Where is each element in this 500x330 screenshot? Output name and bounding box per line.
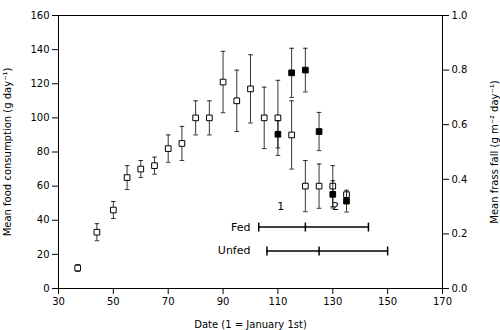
svg-text:70: 70 — [162, 296, 175, 307]
svg-text:0.2: 0.2 — [452, 228, 468, 239]
svg-text:Mean food consumption (g day⁻¹: Mean food consumption (g day⁻¹) — [2, 68, 13, 237]
svg-text:60: 60 — [37, 180, 50, 191]
svg-text:Unfed: Unfed — [218, 244, 251, 257]
svg-text:100: 100 — [30, 112, 49, 123]
svg-text:50: 50 — [107, 296, 120, 307]
svg-text:30: 30 — [52, 296, 65, 307]
svg-text:0: 0 — [43, 283, 49, 294]
svg-text:130: 130 — [323, 296, 342, 307]
svg-text:1.0: 1.0 — [452, 10, 468, 21]
svg-text:0.0: 0.0 — [452, 283, 468, 294]
svg-text:0.8: 0.8 — [452, 64, 468, 75]
svg-text:40: 40 — [37, 214, 50, 225]
svg-text:1: 1 — [277, 200, 284, 213]
svg-text:Date (1 = January 1st): Date (1 = January 1st) — [194, 319, 307, 330]
svg-text:80: 80 — [37, 146, 50, 157]
svg-text:90: 90 — [217, 296, 230, 307]
svg-text:20: 20 — [37, 249, 50, 260]
svg-text:150: 150 — [378, 296, 397, 307]
svg-text:0.4: 0.4 — [452, 174, 468, 185]
svg-text:110: 110 — [268, 296, 287, 307]
svg-text:170: 170 — [433, 296, 452, 307]
svg-text:Mean frass fall (g m⁻² day⁻¹): Mean frass fall (g m⁻² day⁻¹) — [489, 80, 500, 223]
svg-text:0.6: 0.6 — [452, 119, 468, 130]
svg-text:160: 160 — [30, 10, 49, 21]
svg-text:2: 2 — [332, 200, 339, 213]
svg-text:140: 140 — [30, 44, 49, 55]
svg-text:120: 120 — [30, 78, 49, 89]
svg-text:Fed: Fed — [231, 221, 250, 234]
